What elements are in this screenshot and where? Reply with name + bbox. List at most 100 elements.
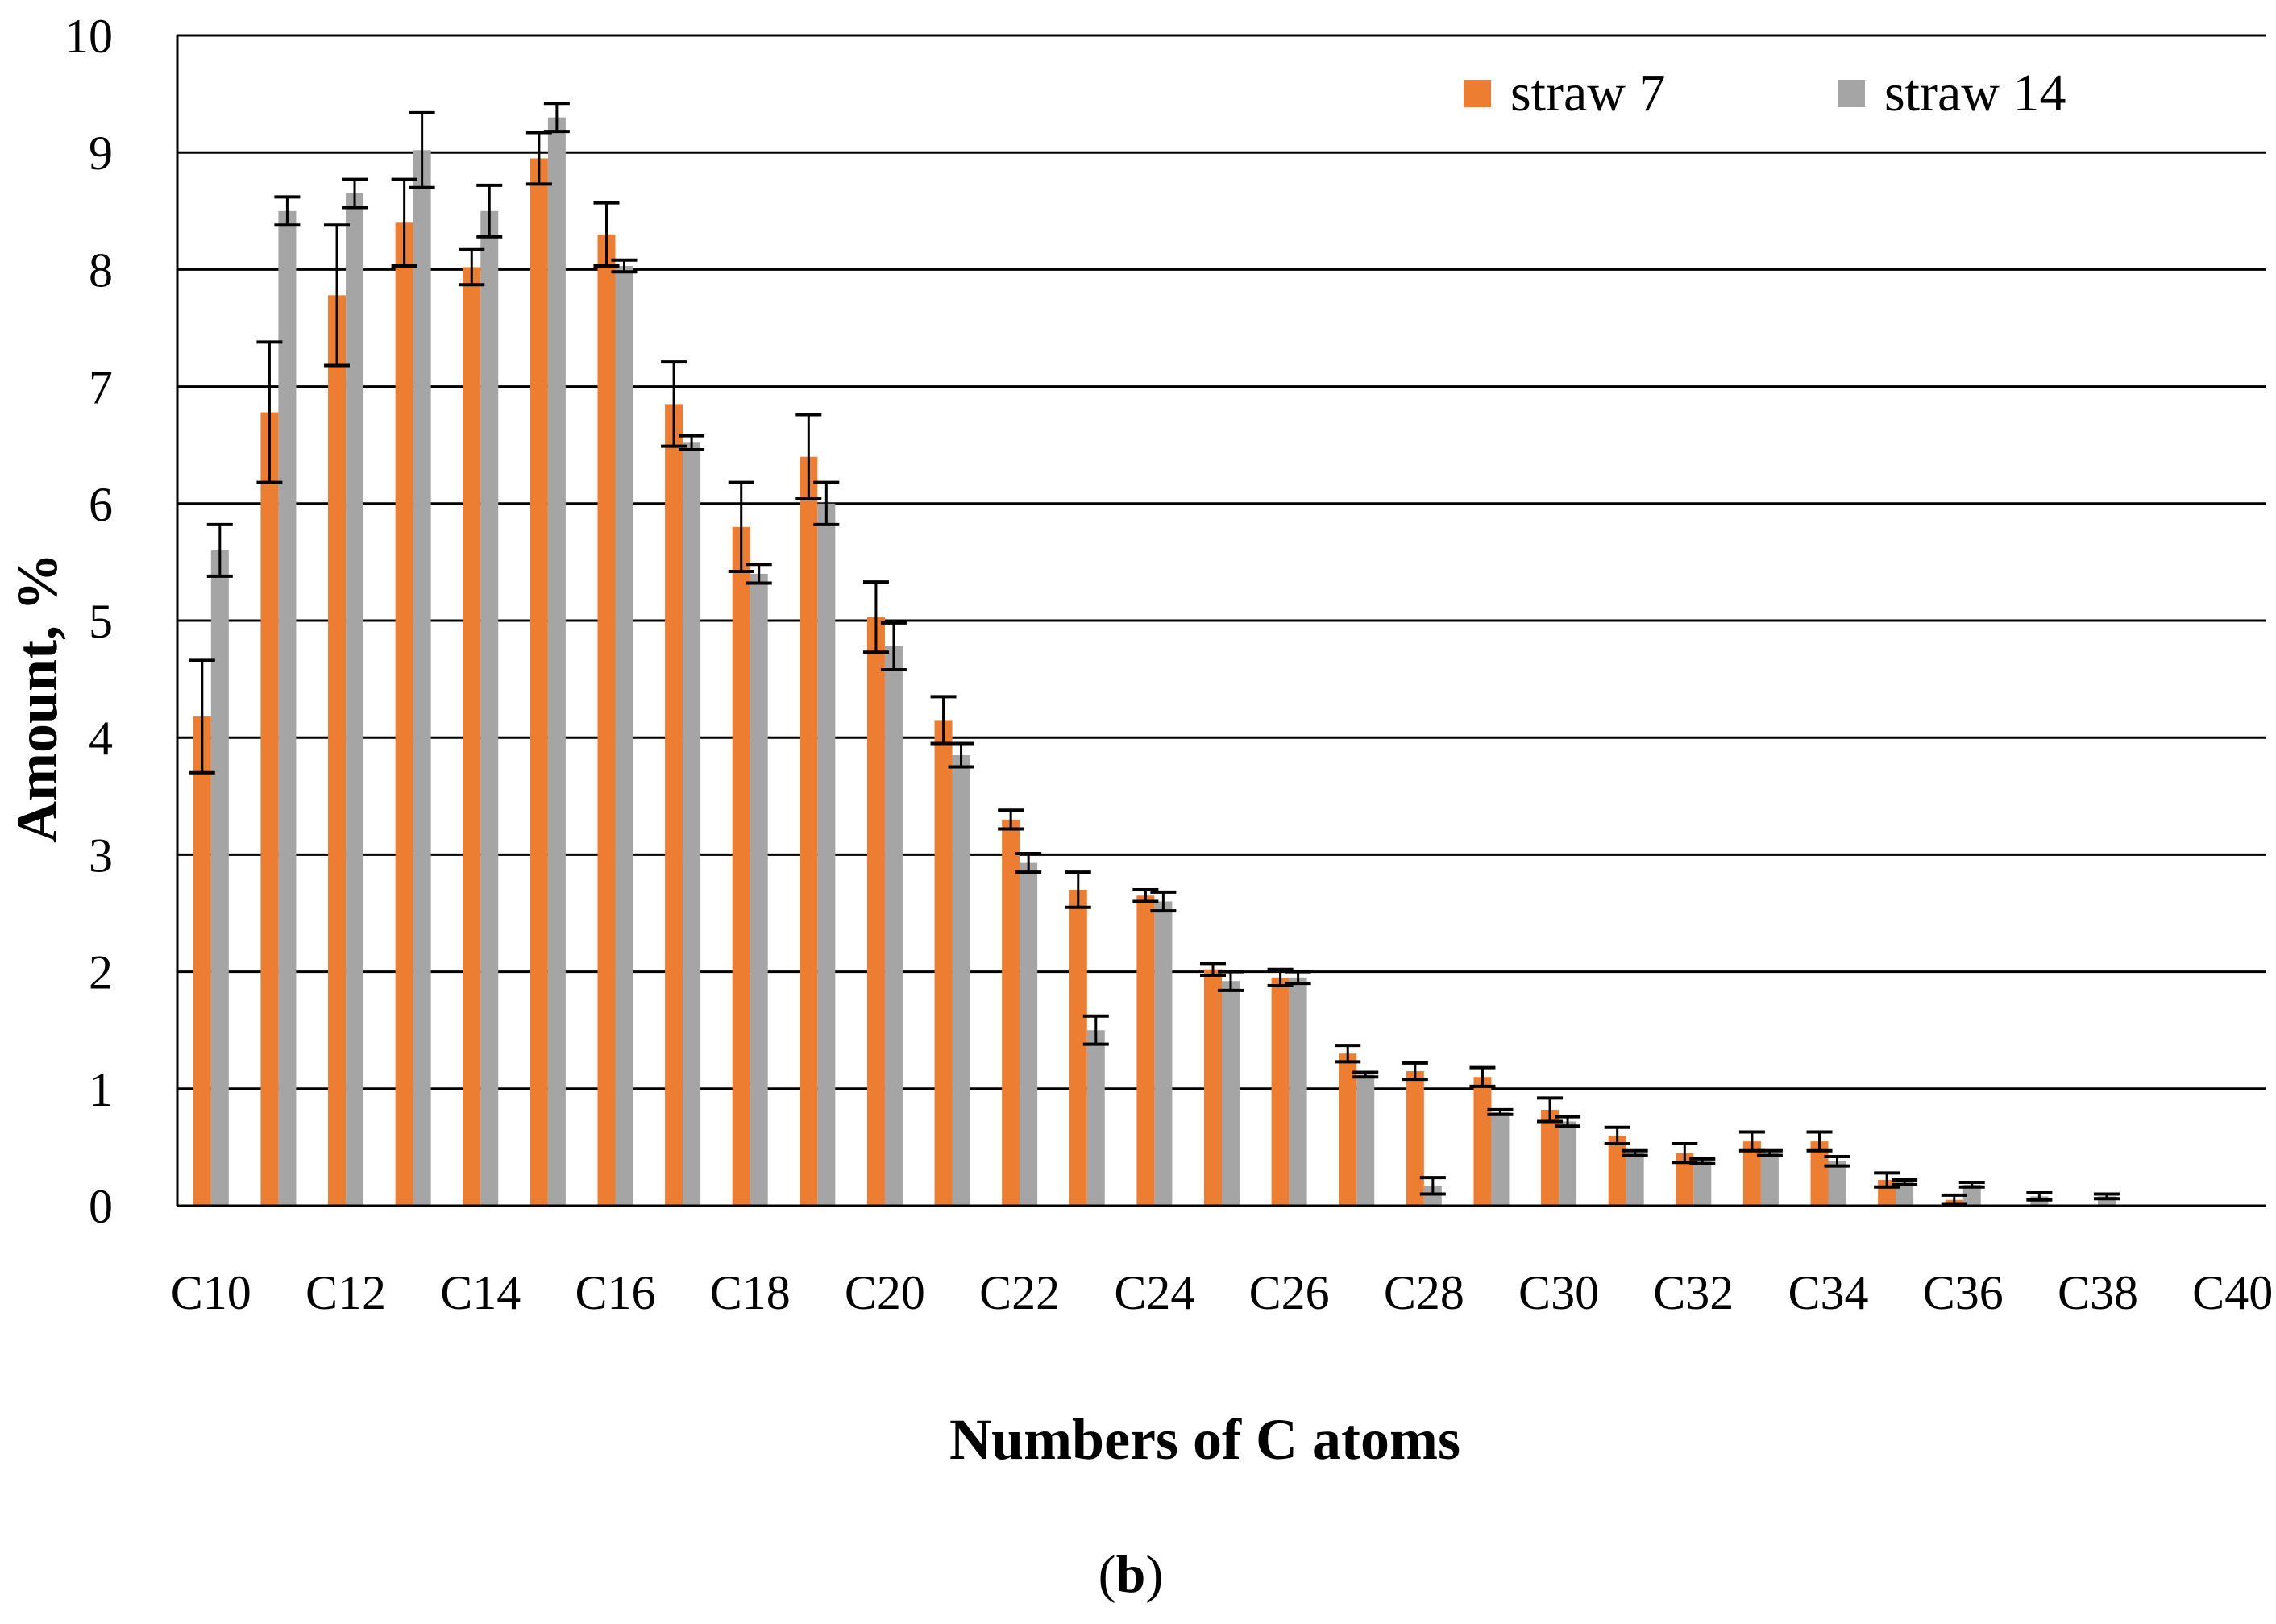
bar-straw-14-c16 [615, 266, 633, 1207]
error-bar-straw-14-c11 [274, 195, 301, 227]
error-bar-straw-14-c23 [1082, 1014, 1109, 1046]
x-tick-label-c24: C24 [1114, 1266, 1194, 1319]
bar-straw-7-c20 [866, 617, 885, 1206]
y-axis-title: Amount, % [5, 553, 69, 843]
x-axis-title: Numbers of C atoms [949, 1407, 1460, 1472]
error-bar-straw-14-c13 [409, 110, 435, 189]
error-bar-straw-14-c22 [1015, 851, 1042, 874]
bar-straw-7-c22 [1002, 819, 1020, 1206]
bar-straw-14-c15 [547, 117, 566, 1206]
error-bar-straw-7-c25 [1200, 962, 1226, 977]
caption-letter: b [1116, 1545, 1146, 1604]
bar-straw-14-c24 [1154, 901, 1173, 1206]
x-tick-label-c40: C40 [2192, 1266, 2273, 1319]
error-bar-straw-7-c31 [1604, 1125, 1630, 1146]
error-bar-straw-14-c27 [1352, 1070, 1379, 1079]
error-bar-straw-7-c23 [1065, 870, 1091, 909]
bar-straw-7-c23 [1069, 889, 1087, 1206]
error-bar-straw-14-c12 [342, 177, 368, 210]
bar-straw-7-c17 [665, 404, 683, 1206]
bar-straw-14-c13 [413, 150, 431, 1206]
bar-straw-7-c31 [1608, 1135, 1626, 1206]
y-tick-label-2: 2 [89, 946, 113, 999]
bar-straw-7-c12 [328, 295, 347, 1206]
error-bar-straw-14-c19 [813, 480, 840, 526]
error-bar-straw-7-c34 [1806, 1130, 1833, 1153]
legend-swatch-straw-14 [1838, 80, 1865, 107]
error-bar-straw-14-c25 [1218, 970, 1244, 992]
error-bar-straw-7-c27 [1335, 1044, 1361, 1064]
error-bar-straw-14-c17 [679, 434, 705, 452]
error-bar-straw-7-c24 [1132, 887, 1159, 903]
bar-straw-7-c15 [530, 158, 548, 1207]
error-bar-straw-7-c35 [1874, 1171, 1900, 1189]
bar-straw-14-c17 [683, 442, 701, 1206]
error-bar-straw-14-c24 [1150, 890, 1177, 913]
x-tick-label-c32: C32 [1653, 1266, 1734, 1319]
error-bar-straw-14-c29 [1487, 1107, 1514, 1116]
error-bar-straw-7-c30 [1537, 1096, 1564, 1124]
bar-straw-14-c30 [1559, 1121, 1577, 1206]
bar-straw-7-c13 [395, 222, 413, 1206]
legend-swatch-straw-7 [1464, 80, 1491, 107]
y-tick-label-6: 6 [89, 478, 113, 531]
bar-straw-14-c10 [210, 550, 229, 1206]
bar-straw-7-c28 [1406, 1071, 1424, 1206]
bar-straw-14-c22 [1020, 862, 1038, 1206]
error-bar-straw-7-c13 [391, 177, 417, 268]
y-tick-label-7: 7 [89, 361, 113, 414]
error-bar-straw-7-c11 [256, 340, 283, 484]
error-bar-straw-14-c20 [880, 621, 907, 671]
caption-close-paren: ) [1145, 1545, 1163, 1604]
y-tick-labels: 0 1 2 3 4 5 6 7 8 9 10 [64, 10, 113, 1233]
error-bar-straw-7-c26 [1267, 967, 1294, 988]
bar-straw-7-c19 [800, 456, 818, 1206]
bar-straw-14-c28 [1423, 1186, 1442, 1206]
error-bar-straw-14-c18 [746, 563, 772, 585]
legend-label-straw-14: straw 14 [1884, 64, 2066, 123]
gridlines [177, 34, 2266, 1207]
error-bar-straw-7-c10 [189, 658, 215, 775]
bar-straw-7-c32 [1676, 1153, 1694, 1206]
x-tick-label-c22: C22 [979, 1266, 1060, 1319]
error-bar-straw-14-c21 [948, 741, 974, 769]
bar-straw-7-c27 [1339, 1053, 1357, 1206]
bar-straw-14-c18 [750, 573, 768, 1206]
bar-straw-14-c12 [346, 193, 364, 1206]
bar-straw-14-c32 [1693, 1161, 1712, 1206]
bar-straw-7-c10 [193, 716, 211, 1206]
bar-straw-14-c25 [1222, 981, 1240, 1206]
bar-straw-14-c27 [1356, 1074, 1375, 1206]
bar-straw-14-c34 [1828, 1161, 1846, 1206]
error-bar-straw-14-c26 [1285, 970, 1311, 986]
x-tick-label-c10: C10 [171, 1266, 251, 1319]
error-bar-straw-14-c37 [2026, 1191, 2053, 1202]
bars [193, 117, 2116, 1207]
bar-straw-14-c21 [952, 754, 970, 1206]
error-bar-straw-7-c22 [998, 808, 1024, 831]
error-bar-straw-14-c38 [2093, 1192, 2120, 1201]
bar-straw-14-c31 [1626, 1153, 1644, 1206]
x-tick-labels: C10 C12 C14 C16 C18 C20 C22 C24 C26 C28 C30 C32 C34 C… [171, 1266, 2273, 1319]
y-tick-label-8: 8 [89, 243, 113, 297]
x-tick-label-c34: C34 [1788, 1266, 1869, 1319]
legend-label-straw-7: straw 7 [1510, 64, 1665, 123]
error-bar-straw-14-c28 [1419, 1176, 1446, 1196]
x-tick-label-c12: C12 [305, 1266, 386, 1319]
error-bar-straw-7-c20 [862, 580, 889, 654]
x-tick-label-c36: C36 [1923, 1266, 2004, 1319]
y-tick-label-9: 9 [89, 127, 113, 180]
error-bar-straw-7-c19 [795, 413, 822, 500]
x-tick-label-c18: C18 [710, 1266, 791, 1319]
bar-straw-14-c11 [278, 210, 297, 1206]
error-bar-straw-14-c15 [543, 102, 570, 134]
error-bar-straw-14-c32 [1689, 1157, 1716, 1165]
error-bar-straw-7-c16 [593, 201, 620, 268]
bar-straw-14-c26 [1289, 977, 1307, 1206]
bar-straw-7-c25 [1204, 969, 1222, 1206]
y-tick-label-0: 0 [89, 1180, 113, 1233]
bar-straw-7-c34 [1810, 1141, 1829, 1206]
x-tick-label-c38: C38 [2058, 1266, 2138, 1319]
error-bar-straw-14-c14 [476, 183, 503, 239]
